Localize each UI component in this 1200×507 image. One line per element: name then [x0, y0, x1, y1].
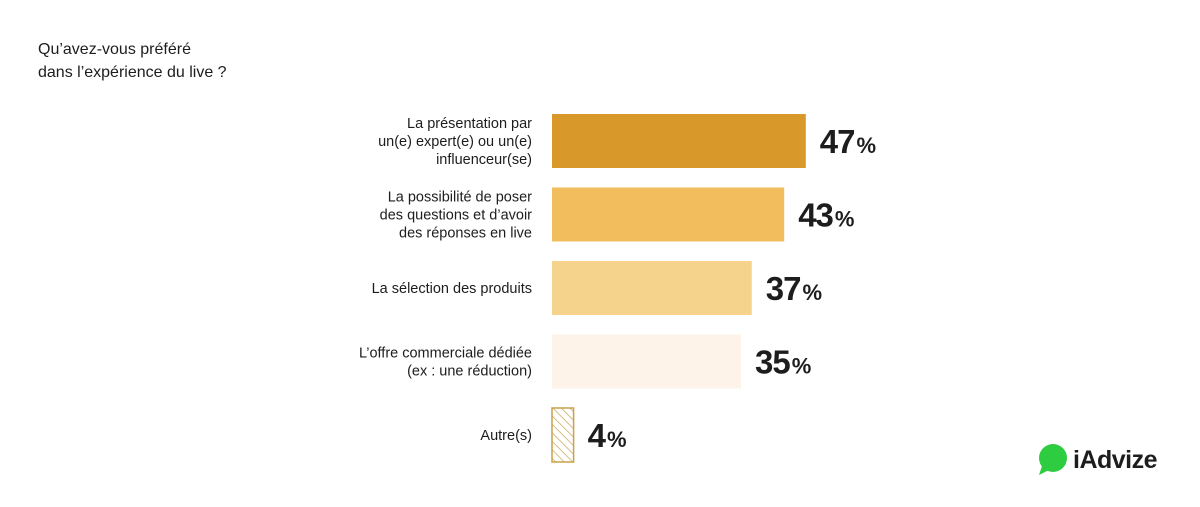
chart-title: Qu’avez-vous préféré dans l’expérience d…	[38, 41, 227, 81]
brand-name: iAdvize	[1073, 445, 1158, 474]
category-label: La possibilité de poser des questions et …	[380, 190, 533, 242]
category-label: L’offre commerciale dédiée (ex : une rédu…	[359, 346, 532, 380]
value-label: 37%	[766, 270, 822, 307]
bar	[552, 334, 741, 389]
value-label: 4%	[588, 417, 627, 454]
category-label: La présentation par un(e) expert(e) ou un…	[378, 116, 532, 168]
chat-bubble-icon	[1039, 444, 1067, 475]
brand-logo: iAdvize	[1036, 443, 1158, 477]
value-label: 47%	[820, 123, 876, 160]
bar	[551, 407, 575, 463]
bar	[552, 114, 806, 168]
bar	[552, 187, 785, 242]
bar	[552, 261, 752, 315]
category-label: Autre(s)	[480, 428, 532, 444]
category-label: La sélection des produits	[372, 281, 532, 297]
bars-group: La présentation par un(e) expert(e) ou un…	[359, 114, 876, 463]
value-label: 43%	[798, 197, 854, 234]
value-label: 35%	[755, 344, 811, 381]
